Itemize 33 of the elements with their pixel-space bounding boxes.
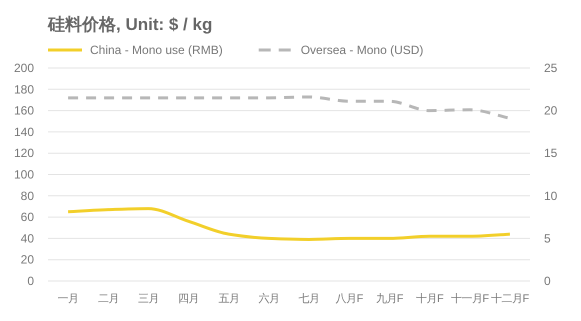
x-tick-label: 十一月F <box>450 292 490 305</box>
y-tick-label: 200 <box>14 61 34 75</box>
y2-tick-label: 5 <box>544 231 551 246</box>
y2-tick-label: 10 <box>544 188 558 203</box>
y-tick-label: 120 <box>14 146 34 160</box>
x-tick-label: 九月F <box>376 292 404 305</box>
x-tick-label: 四月 <box>178 293 200 305</box>
x-tick-label: 十二月F <box>491 292 530 305</box>
y2-tick-label: 20 <box>544 104 558 118</box>
x-tick-label: 六月 <box>258 292 280 305</box>
y-tick-label: 80 <box>20 188 34 203</box>
y2-tick-label: 0 <box>544 274 551 288</box>
legend-label: Oversea - Mono (USD) <box>300 43 424 57</box>
y-tick-label: 180 <box>14 82 34 96</box>
y-tick-label: 40 <box>20 231 34 246</box>
chart-title: 硅料价格, Unit: $ / kg <box>47 15 212 34</box>
x-tick-label: 七月 <box>298 292 320 305</box>
y2-tick-label: 25 <box>544 61 558 75</box>
y-tick-label: 100 <box>14 168 34 182</box>
y-tick-label: 0 <box>27 274 34 288</box>
x-tick-label: 八月F <box>336 293 364 305</box>
x-tick-label: 十月F <box>416 292 444 305</box>
x-tick-label: 三月 <box>138 293 159 305</box>
legend-label: China - Mono use (RMB) <box>90 43 223 57</box>
y-tick-label: 60 <box>20 210 34 224</box>
x-tick-label: 一月 <box>58 293 79 305</box>
y-tick-label: 20 <box>20 252 34 267</box>
x-tick-label: 五月 <box>218 293 240 305</box>
line-series <box>66 207 512 241</box>
x-tick-label: 二月 <box>98 293 119 305</box>
y-tick-label: 160 <box>14 104 34 118</box>
y2-tick-label: 15 <box>544 146 558 160</box>
y-tick-label: 140 <box>14 124 34 139</box>
